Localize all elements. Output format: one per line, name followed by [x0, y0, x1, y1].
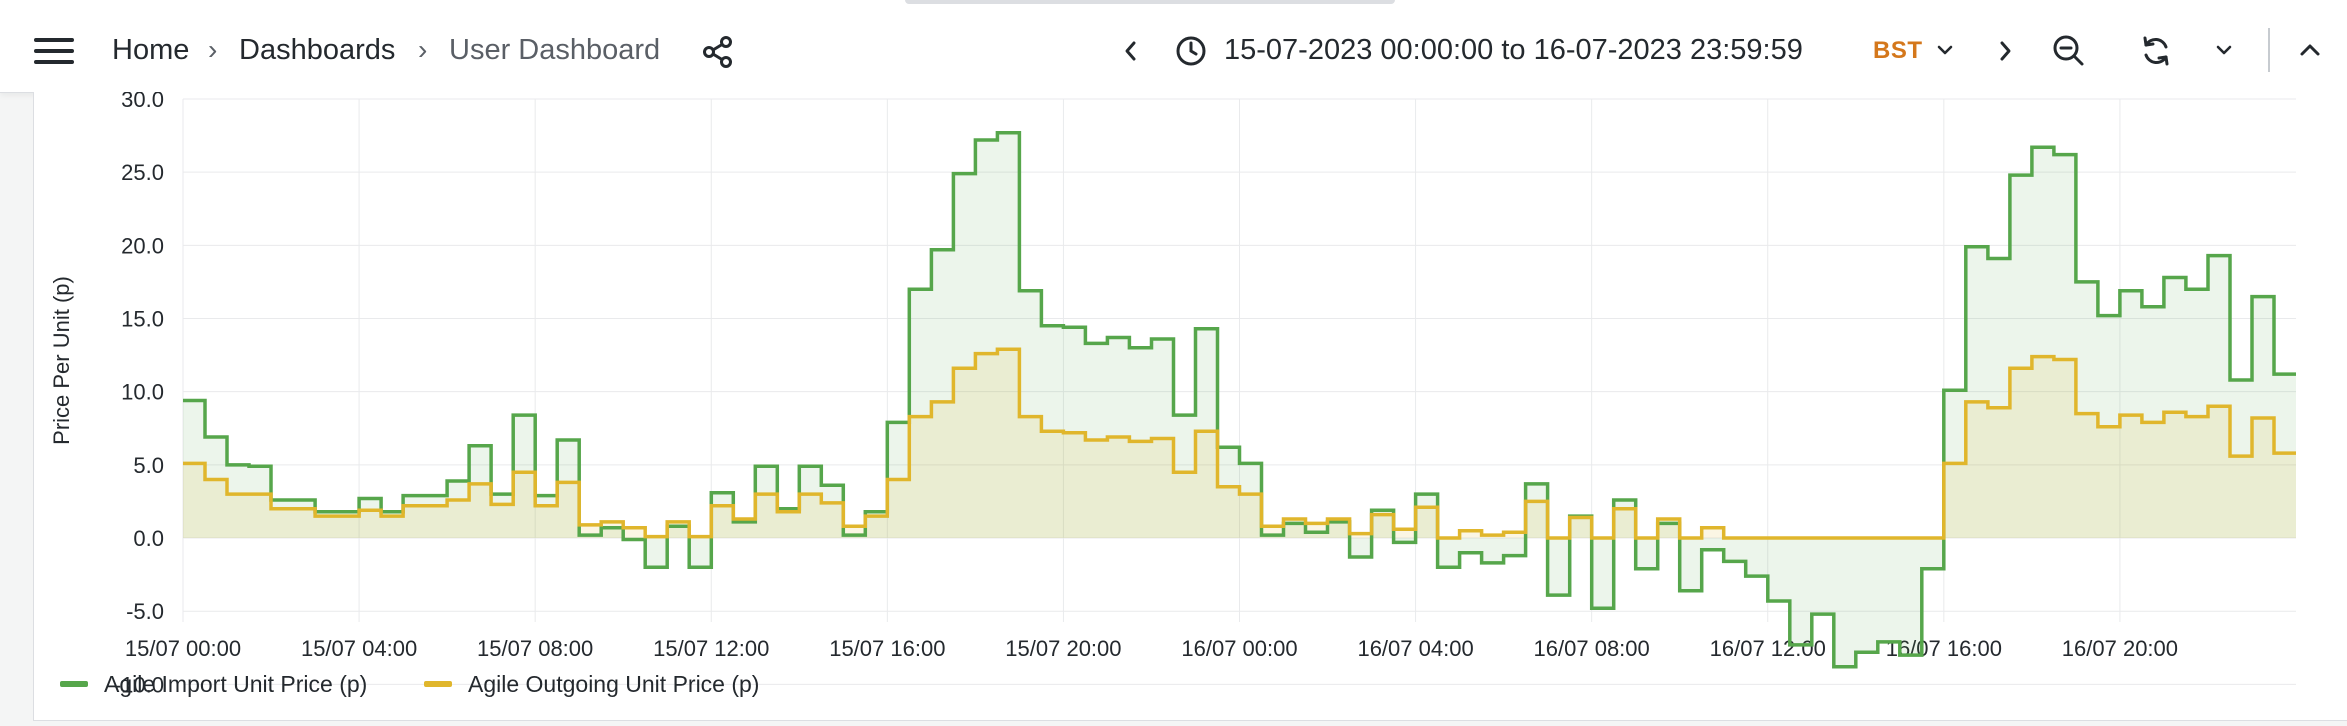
- x-tick-label: 16/07 12:00: [1710, 636, 1826, 661]
- y-tick-label: 10.0: [121, 380, 164, 405]
- x-tick-label: 16/07 20:00: [2062, 636, 2178, 661]
- y-tick-label: 25.0: [121, 160, 164, 185]
- y-axis-label: Price Per Unit (p): [49, 276, 74, 445]
- x-tick-label: 15/07 12:00: [653, 636, 769, 661]
- x-tick-label: 15/07 00:00: [125, 636, 241, 661]
- chevron-left-icon[interactable]: [1120, 38, 1142, 64]
- y-tick-label: 15.0: [121, 307, 164, 332]
- timezone-label[interactable]: BST: [1873, 37, 1923, 64]
- y-tick-label: 20.0: [121, 233, 164, 258]
- chevron-right-icon[interactable]: [1994, 38, 2016, 64]
- x-tick-label: 15/07 20:00: [1005, 636, 1121, 661]
- breadcrumb-dashboards[interactable]: Dashboards: [239, 34, 396, 66]
- legend-label[interactable]: Agile Outgoing Unit Price (p): [468, 671, 759, 697]
- share-icon[interactable]: [701, 35, 735, 69]
- y-tick-label: 0.0: [133, 526, 164, 551]
- top-navigation-bar: Home › Dashboards › User Dashboard 15-07…: [0, 0, 2347, 93]
- breadcrumb-separator: ›: [208, 34, 218, 65]
- breadcrumb-separator: ›: [418, 34, 428, 65]
- legend-swatch[interactable]: [424, 681, 452, 687]
- chevron-down-icon[interactable]: [1935, 40, 1955, 60]
- price-chart[interactable]: -10.0 -5.0 0.0 5.0 10.0 15.0 20.0 25.0 30.0 15/07…: [34, 87, 2347, 720]
- x-tick-label: 16/07 08:00: [1534, 636, 1650, 661]
- y-tick-label: -10.0: [114, 672, 164, 697]
- legend-swatch[interactable]: [60, 681, 88, 687]
- drag-handle[interactable]: [905, 0, 1395, 4]
- time-range-picker[interactable]: 15-07-2023 00:00:00 to 16-07-2023 23:59:…: [1224, 34, 1803, 66]
- y-tick-label: 30.0: [121, 92, 164, 112]
- y-tick-label: -5.0: [126, 599, 164, 624]
- menu-icon[interactable]: [34, 38, 74, 64]
- y-tick-label: 5.0: [133, 453, 164, 478]
- chart-panel: -10.0 -5.0 0.0 5.0 10.0 15.0 20.0 25.0 30.0 15/07…: [33, 87, 2347, 721]
- toolbar-divider: [2268, 28, 2270, 72]
- clock-icon: [1176, 36, 1206, 66]
- chevron-down-icon[interactable]: [2214, 40, 2234, 60]
- series-line-import: [183, 130, 2296, 669]
- x-tick-label: 15/07 16:00: [829, 636, 945, 661]
- x-tick-label: 16/07 00:00: [1181, 636, 1297, 661]
- chevron-up-icon[interactable]: [2298, 40, 2322, 60]
- x-tick-label: 16/07 04:00: [1357, 636, 1473, 661]
- refresh-icon[interactable]: [2139, 34, 2173, 68]
- series-area-outgoing: [183, 349, 2296, 538]
- breadcrumb-home[interactable]: Home: [112, 34, 190, 66]
- legend-label[interactable]: Agile Import Unit Price (p): [104, 671, 367, 697]
- series-line-outgoing: [183, 347, 2296, 540]
- x-tick-label: 15/07 04:00: [301, 636, 417, 661]
- zoom-out-icon[interactable]: [2052, 34, 2086, 68]
- breadcrumb-current-page: User Dashboard: [449, 34, 661, 66]
- x-tick-label: 15/07 08:00: [477, 636, 593, 661]
